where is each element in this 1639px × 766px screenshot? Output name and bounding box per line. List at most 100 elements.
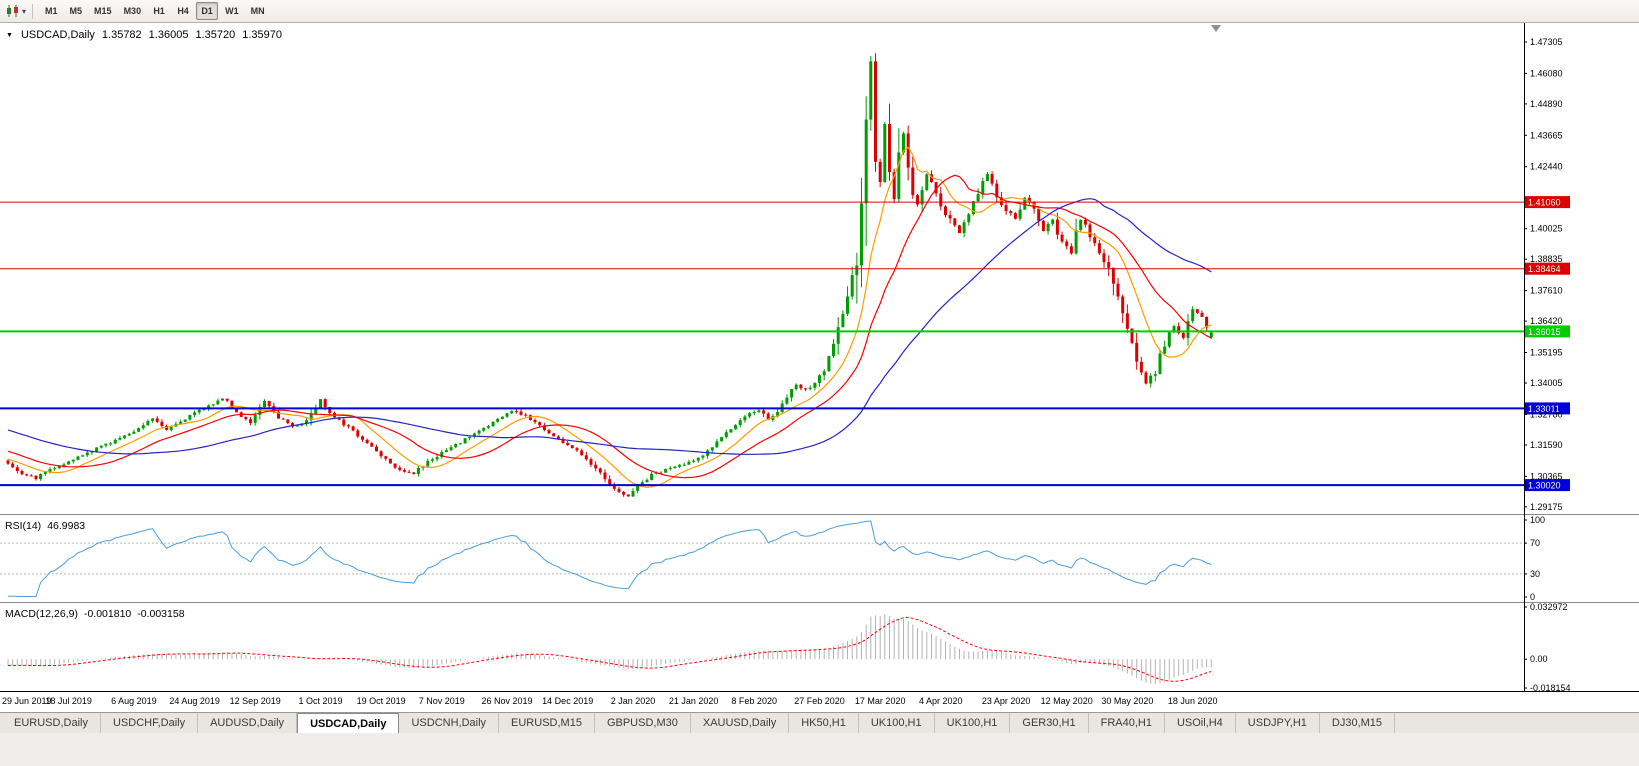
svg-text:23 Apr 2020: 23 Apr 2020 (982, 696, 1031, 706)
chart-tab-usdchf-daily[interactable]: USDCHF,Daily (101, 713, 199, 733)
svg-text:1.30020: 1.30020 (1528, 481, 1561, 491)
price-line-badge: 1.33011 (1525, 402, 1570, 415)
chart-tab-usdjpy-h1[interactable]: USDJPY,H1 (1236, 713, 1320, 733)
chart-tab-audusd-daily[interactable]: AUDUSD,Daily (198, 713, 298, 733)
ma-line-10 (7, 146, 1212, 489)
svg-text:1.36420: 1.36420 (1530, 316, 1563, 326)
macd-signal-line (8, 616, 1212, 682)
svg-text:24 Aug 2019: 24 Aug 2019 (169, 696, 220, 706)
macd-indicator-name: MACD(12,26,9) (5, 608, 78, 620)
timeframe-button-m30[interactable]: M30 (123, 6, 142, 16)
svg-text:4 Apr 2020: 4 Apr 2020 (919, 696, 963, 706)
svg-text:1.43665: 1.43665 (1530, 130, 1563, 140)
timeframe-toolbar: M1 M5 M15 M30 H1 H4 D1 W1 MN (39, 2, 271, 20)
macd-main-value: -0.001810 (83, 608, 132, 620)
chart-region: 1.41060 1.38464 1.36015 1.33011 1.30020 1.473… (0, 23, 1639, 712)
svg-text:1.44890: 1.44890 (1530, 99, 1563, 109)
chart-type-icon[interactable] (4, 2, 22, 20)
svg-text:1.36015: 1.36015 (1528, 327, 1561, 337)
top-toolbar: ▾ M1 M5 M15 M30 H1 H4 D1 W1 MN (0, 0, 1639, 23)
chart-tab-uk100-h1[interactable]: UK100,H1 (935, 713, 1011, 733)
chart-tab-fra40-h1[interactable]: FRA40,H1 (1089, 713, 1165, 733)
price-line-badge: 1.30020 (1525, 479, 1570, 492)
svg-text:30 May 2020: 30 May 2020 (1101, 696, 1153, 706)
rsi-line (7, 520, 1212, 598)
timeframe-button-w1[interactable]: W1 (225, 6, 239, 16)
chart-type-caret-icon[interactable]: ▾ (22, 6, 27, 16)
chart-title: ▼ USDCAD,Daily 1.35782 1.36005 1.35720 1… (6, 29, 282, 41)
collapse-triangle-icon[interactable]: ▼ (6, 31, 13, 39)
svg-text:7 Nov 2019: 7 Nov 2019 (419, 696, 465, 706)
svg-text:1.40025: 1.40025 (1530, 224, 1563, 234)
bottom-strip (0, 733, 1639, 766)
svg-text:1.38464: 1.38464 (1528, 264, 1561, 274)
timeframe-button-d1[interactable]: D1 (196, 2, 219, 20)
svg-text:17 Mar 2020: 17 Mar 2020 (855, 696, 906, 706)
timeframe-button-h1[interactable]: H1 (153, 6, 165, 16)
svg-text:1.30365: 1.30365 (1530, 471, 1563, 481)
chart-tab-bar: EURUSD,Daily USDCHF,Daily AUDUSD,Daily USDC… (0, 712, 1639, 733)
chart-tab-gbpusd-m30[interactable]: GBPUSD,M30 (595, 713, 691, 733)
chart-shift-marker[interactable] (1211, 25, 1221, 32)
svg-text:-0.018154: -0.018154 (1530, 683, 1571, 693)
chart-tab-eurusd-daily[interactable]: EURUSD,Daily (2, 713, 101, 733)
quote-high: 1.36005 (148, 29, 189, 41)
svg-text:70: 70 (1530, 538, 1540, 548)
svg-text:1 Oct 2019: 1 Oct 2019 (298, 696, 342, 706)
svg-text:26 Nov 2019: 26 Nov 2019 (481, 696, 532, 706)
chart-tab-dj30-m15[interactable]: DJ30,M15 (1320, 713, 1396, 733)
svg-text:18 Jul 2019: 18 Jul 2019 (45, 696, 92, 706)
chart-tab-xauusd-daily[interactable]: XAUUSD,Daily (691, 713, 790, 733)
chart-tab-usoil-h4[interactable]: USOil,H4 (1165, 713, 1236, 733)
timeframe-button-m15[interactable]: M15 (94, 6, 112, 16)
svg-text:0.00: 0.00 (1530, 654, 1548, 664)
timeframe-button-m5[interactable]: M5 (69, 6, 83, 16)
chart-tab-usdcnh-daily[interactable]: USDCNH,Daily (399, 713, 500, 733)
svg-text:1.34005: 1.34005 (1530, 378, 1563, 388)
svg-text:29 Jun 2019: 29 Jun 2019 (2, 696, 52, 706)
symbol-title: USDCAD,Daily (20, 29, 95, 41)
svg-text:1.47305: 1.47305 (1530, 37, 1563, 47)
svg-text:1.41060: 1.41060 (1528, 198, 1561, 208)
svg-text:1.32780: 1.32780 (1530, 409, 1563, 419)
svg-text:1.33011: 1.33011 (1528, 404, 1560, 414)
price-axis: 1.47305 1.46080 1.44890 1.43665 1.42440 1.400… (1524, 37, 1563, 512)
macd-signal-value: -0.003158 (137, 608, 185, 620)
candlesticks (6, 53, 1213, 498)
svg-text:8 Feb 2020: 8 Feb 2020 (731, 696, 777, 706)
price-line-badge: 1.41060 (1525, 196, 1570, 209)
svg-text:1.46080: 1.46080 (1530, 68, 1563, 78)
svg-text:27 Feb 2020: 27 Feb 2020 (794, 696, 845, 706)
rsi-label: RSI(14) 46.9983 (5, 520, 85, 532)
svg-text:14 Dec 2019: 14 Dec 2019 (542, 696, 593, 706)
svg-text:30: 30 (1530, 569, 1540, 579)
timeframe-button-h4[interactable]: H4 (177, 6, 189, 16)
svg-text:2 Jan 2020: 2 Jan 2020 (611, 696, 656, 706)
svg-text:6 Aug 2019: 6 Aug 2019 (111, 696, 157, 706)
price-line-badge: 1.38464 (1525, 262, 1570, 275)
svg-text:19 Oct 2019: 19 Oct 2019 (357, 696, 406, 706)
rsi-axis: 100 70 30 0 (1524, 515, 1545, 602)
chart-tab-eurusd-m15[interactable]: EURUSD,M15 (499, 713, 595, 733)
chart-canvas[interactable]: 1.410601.384641.360151.330111.300201.473… (0, 23, 1639, 712)
svg-text:1.29175: 1.29175 (1530, 502, 1563, 512)
chart-tab-hk50-h1[interactable]: HK50,H1 (789, 713, 859, 733)
timeframe-button-m1[interactable]: M1 (45, 6, 58, 16)
svg-text:1.42440: 1.42440 (1530, 162, 1563, 172)
svg-text:100: 100 (1530, 515, 1545, 525)
svg-text:0.032972: 0.032972 (1530, 602, 1568, 612)
rsi-indicator-name: RSI(14) (5, 520, 42, 532)
svg-text:1.31590: 1.31590 (1530, 440, 1563, 450)
rsi-value: 46.9983 (47, 520, 86, 532)
chart-tab-usdcad-daily[interactable]: USDCAD,Daily (297, 713, 400, 733)
chart-tab-ger30-h1[interactable]: GER30,H1 (1010, 713, 1089, 733)
toolbar-separator (32, 3, 34, 19)
timeframe-button-mn[interactable]: MN (250, 6, 265, 16)
svg-text:1.37610: 1.37610 (1530, 286, 1563, 296)
candlestick-icon (6, 5, 18, 17)
price-line-badge: 1.36015 (1525, 325, 1570, 338)
chart-tab-uk100-h1[interactable]: UK100,H1 (859, 713, 935, 733)
macd-label: MACD(12,26,9) -0.001810 -0.003158 (5, 608, 185, 620)
